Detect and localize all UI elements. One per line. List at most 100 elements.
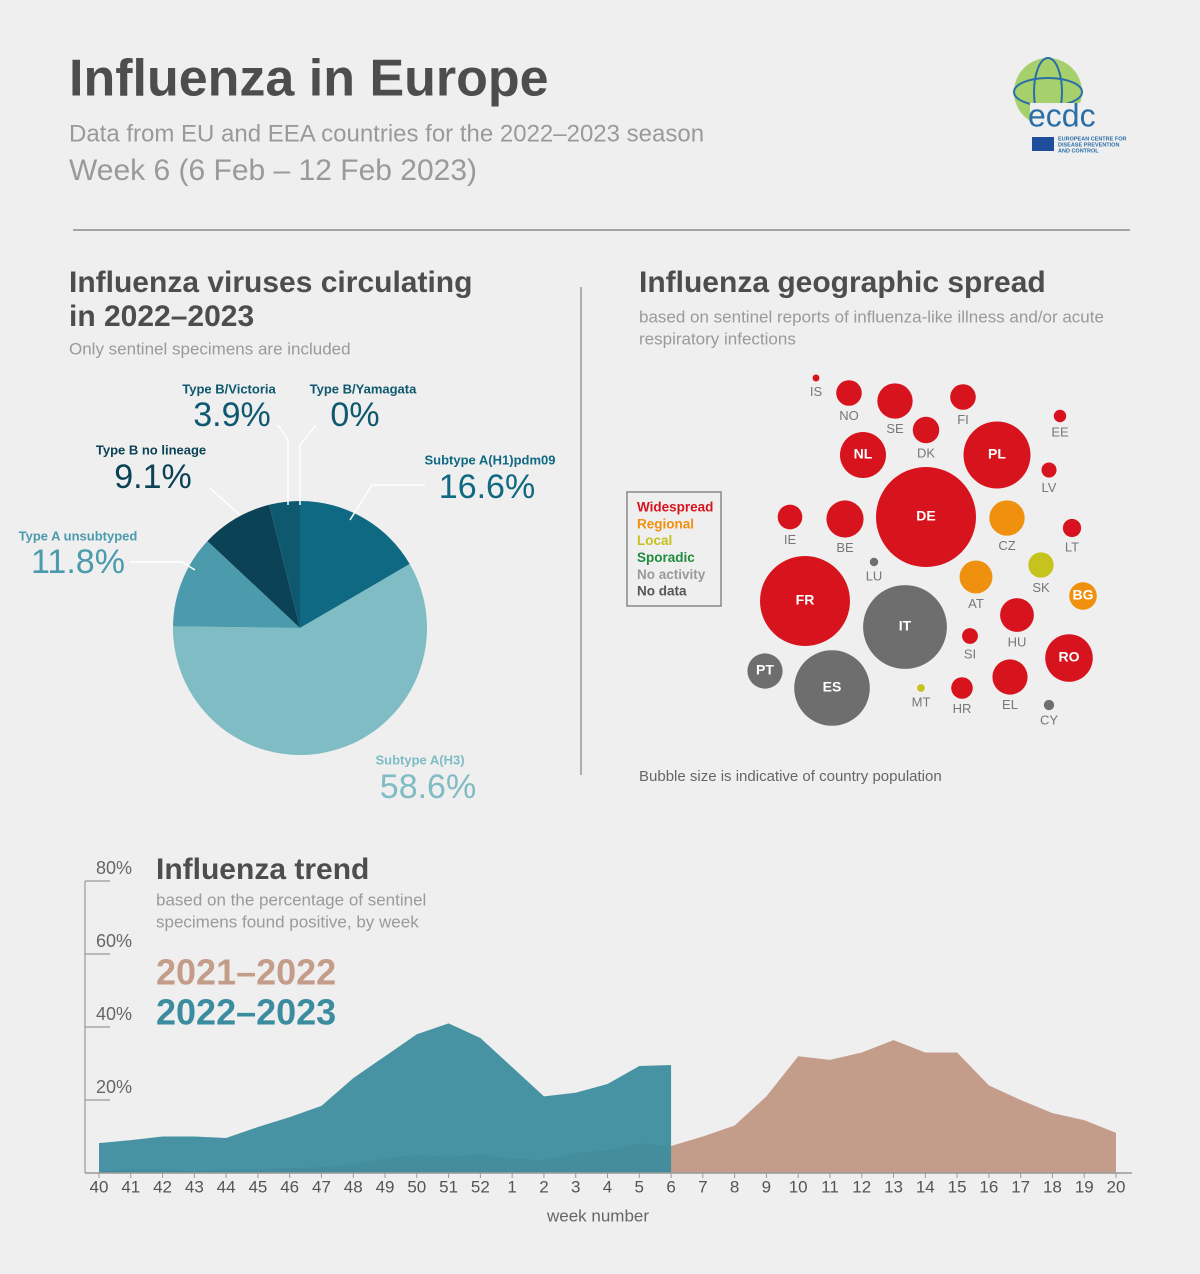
- country-bubble: [836, 380, 862, 406]
- country-bubble: [1045, 634, 1093, 682]
- country-bubble: [1028, 552, 1054, 578]
- logo-line: EUROPEAN CENTRE FOR: [1058, 136, 1126, 142]
- section-subtitle: based on the percentage of sentinel: [156, 890, 426, 909]
- x-tick-label: 18: [1043, 1177, 1062, 1196]
- country-label: MT: [912, 694, 931, 709]
- week: Week 6 (6 Feb – 12 Feb 2023): [69, 154, 477, 187]
- country-bubble: [777, 504, 803, 530]
- slice-value: 9.1%: [114, 458, 192, 496]
- country-bubble: [877, 383, 913, 419]
- x-tick-label: 8: [730, 1177, 739, 1196]
- slice-value: 58.6%: [380, 768, 476, 806]
- country-label: CZ: [998, 538, 1015, 553]
- x-tick-label: 50: [407, 1177, 426, 1196]
- section-title: in 2022–2023: [69, 300, 254, 333]
- x-tick-label: 14: [916, 1177, 935, 1196]
- slice-value: 11.8%: [31, 543, 125, 581]
- x-tick-label: 48: [344, 1177, 363, 1196]
- section-subtitle: respiratory infections: [639, 329, 796, 348]
- country-bubble: [1000, 598, 1034, 632]
- country-label: RO: [1059, 649, 1080, 665]
- slice-name: Type B no lineage: [96, 442, 206, 457]
- country-bubble: [963, 421, 1031, 489]
- country-bubble: [839, 431, 887, 479]
- country-bubble: [959, 560, 993, 594]
- country-bubble: [912, 416, 940, 444]
- pie-slice: [300, 501, 410, 628]
- x-tick-label: 42: [153, 1177, 172, 1196]
- country-bubble: [951, 677, 973, 699]
- logo: ecdc EUROPEAN CENTRE FOR DISEASE PREVENT…: [1013, 57, 1126, 154]
- country-label: ES: [823, 679, 842, 695]
- pie-slice: [172, 564, 427, 756]
- x-tick-label: 40: [90, 1177, 109, 1196]
- country-bubble: [1053, 409, 1067, 423]
- country-label: IT: [899, 618, 912, 634]
- country-bubble: [812, 374, 820, 382]
- country-label: SI: [964, 646, 976, 661]
- country-bubble: [1043, 699, 1055, 711]
- x-tick-label: 1: [507, 1177, 516, 1196]
- country-label: BE: [836, 540, 854, 555]
- country-label: FI: [957, 412, 969, 427]
- legend-entry: 2022–2023: [156, 992, 336, 1033]
- eu-flag: [1032, 137, 1054, 151]
- leader-line: [299, 424, 317, 505]
- section-subtitle: based on sentinel reports of influenza-l…: [639, 307, 1104, 326]
- x-tick-label: 47: [312, 1177, 331, 1196]
- x-tick-label: 52: [471, 1177, 490, 1196]
- country-label: LU: [866, 569, 883, 584]
- slice-value: 3.9%: [193, 396, 271, 434]
- leader-line: [209, 487, 241, 516]
- x-tick-label: 46: [280, 1177, 299, 1196]
- logo-line: DISEASE PREVENTION: [1058, 142, 1119, 148]
- country-label: FR: [796, 592, 815, 608]
- country-label: HR: [953, 701, 972, 716]
- subtitle: Data from EU and EEA countries for the 2…: [69, 120, 704, 147]
- logo-mask: [1030, 103, 1115, 131]
- section-subtitle: specimens found positive, by week: [156, 912, 419, 931]
- legend-entry: Local: [637, 533, 672, 548]
- country-label: DE: [916, 508, 935, 524]
- country-bubble: [747, 653, 783, 689]
- x-tick-label: 13: [884, 1177, 903, 1196]
- x-tick-label: 2: [539, 1177, 548, 1196]
- country-label: DK: [917, 446, 935, 461]
- country-label: SE: [886, 421, 904, 436]
- x-tick-label: 17: [1011, 1177, 1030, 1196]
- country-bubble: [992, 659, 1028, 695]
- x-axis-label: week number: [546, 1206, 649, 1225]
- section-note: Only sentinel specimens are included: [69, 339, 351, 358]
- section-title: Influenza geographic spread: [639, 266, 1046, 299]
- x-tick-label: 4: [603, 1177, 612, 1196]
- x-tick-label: 9: [762, 1177, 771, 1196]
- country-label: SK: [1032, 580, 1050, 595]
- leader-line: [349, 484, 425, 521]
- country-bubble: [760, 556, 850, 646]
- pie-slice: [269, 501, 300, 628]
- legend-entry: Regional: [637, 516, 694, 531]
- legend-entry: No data: [637, 584, 687, 599]
- slice-name: Subtype A(H3): [375, 752, 464, 767]
- country-label: LV: [1042, 480, 1057, 495]
- country-label: AT: [968, 596, 984, 611]
- x-tick-label: 45: [248, 1177, 267, 1196]
- area: [99, 1040, 1116, 1173]
- country-label: PT: [756, 662, 774, 678]
- x-tick-label: 41: [121, 1177, 140, 1196]
- x-tick-label: 6: [666, 1177, 675, 1196]
- country-bubble: [876, 467, 976, 567]
- x-tick-label: 15: [948, 1177, 967, 1196]
- slice-name: Type B/Yamagata: [310, 381, 417, 396]
- pie-slice: [207, 504, 300, 628]
- logo-name: ecdc: [1028, 97, 1096, 133]
- country-bubble: [826, 500, 864, 538]
- slice-name: Subtype A(H1)pdm09: [425, 452, 556, 467]
- legend-box: [626, 491, 722, 607]
- x-tick-label: 51: [439, 1177, 458, 1196]
- x-tick-label: 10: [789, 1177, 808, 1196]
- area: [99, 1023, 672, 1173]
- section-title: Influenza trend: [156, 853, 369, 886]
- title: Influenza in Europe: [69, 50, 549, 108]
